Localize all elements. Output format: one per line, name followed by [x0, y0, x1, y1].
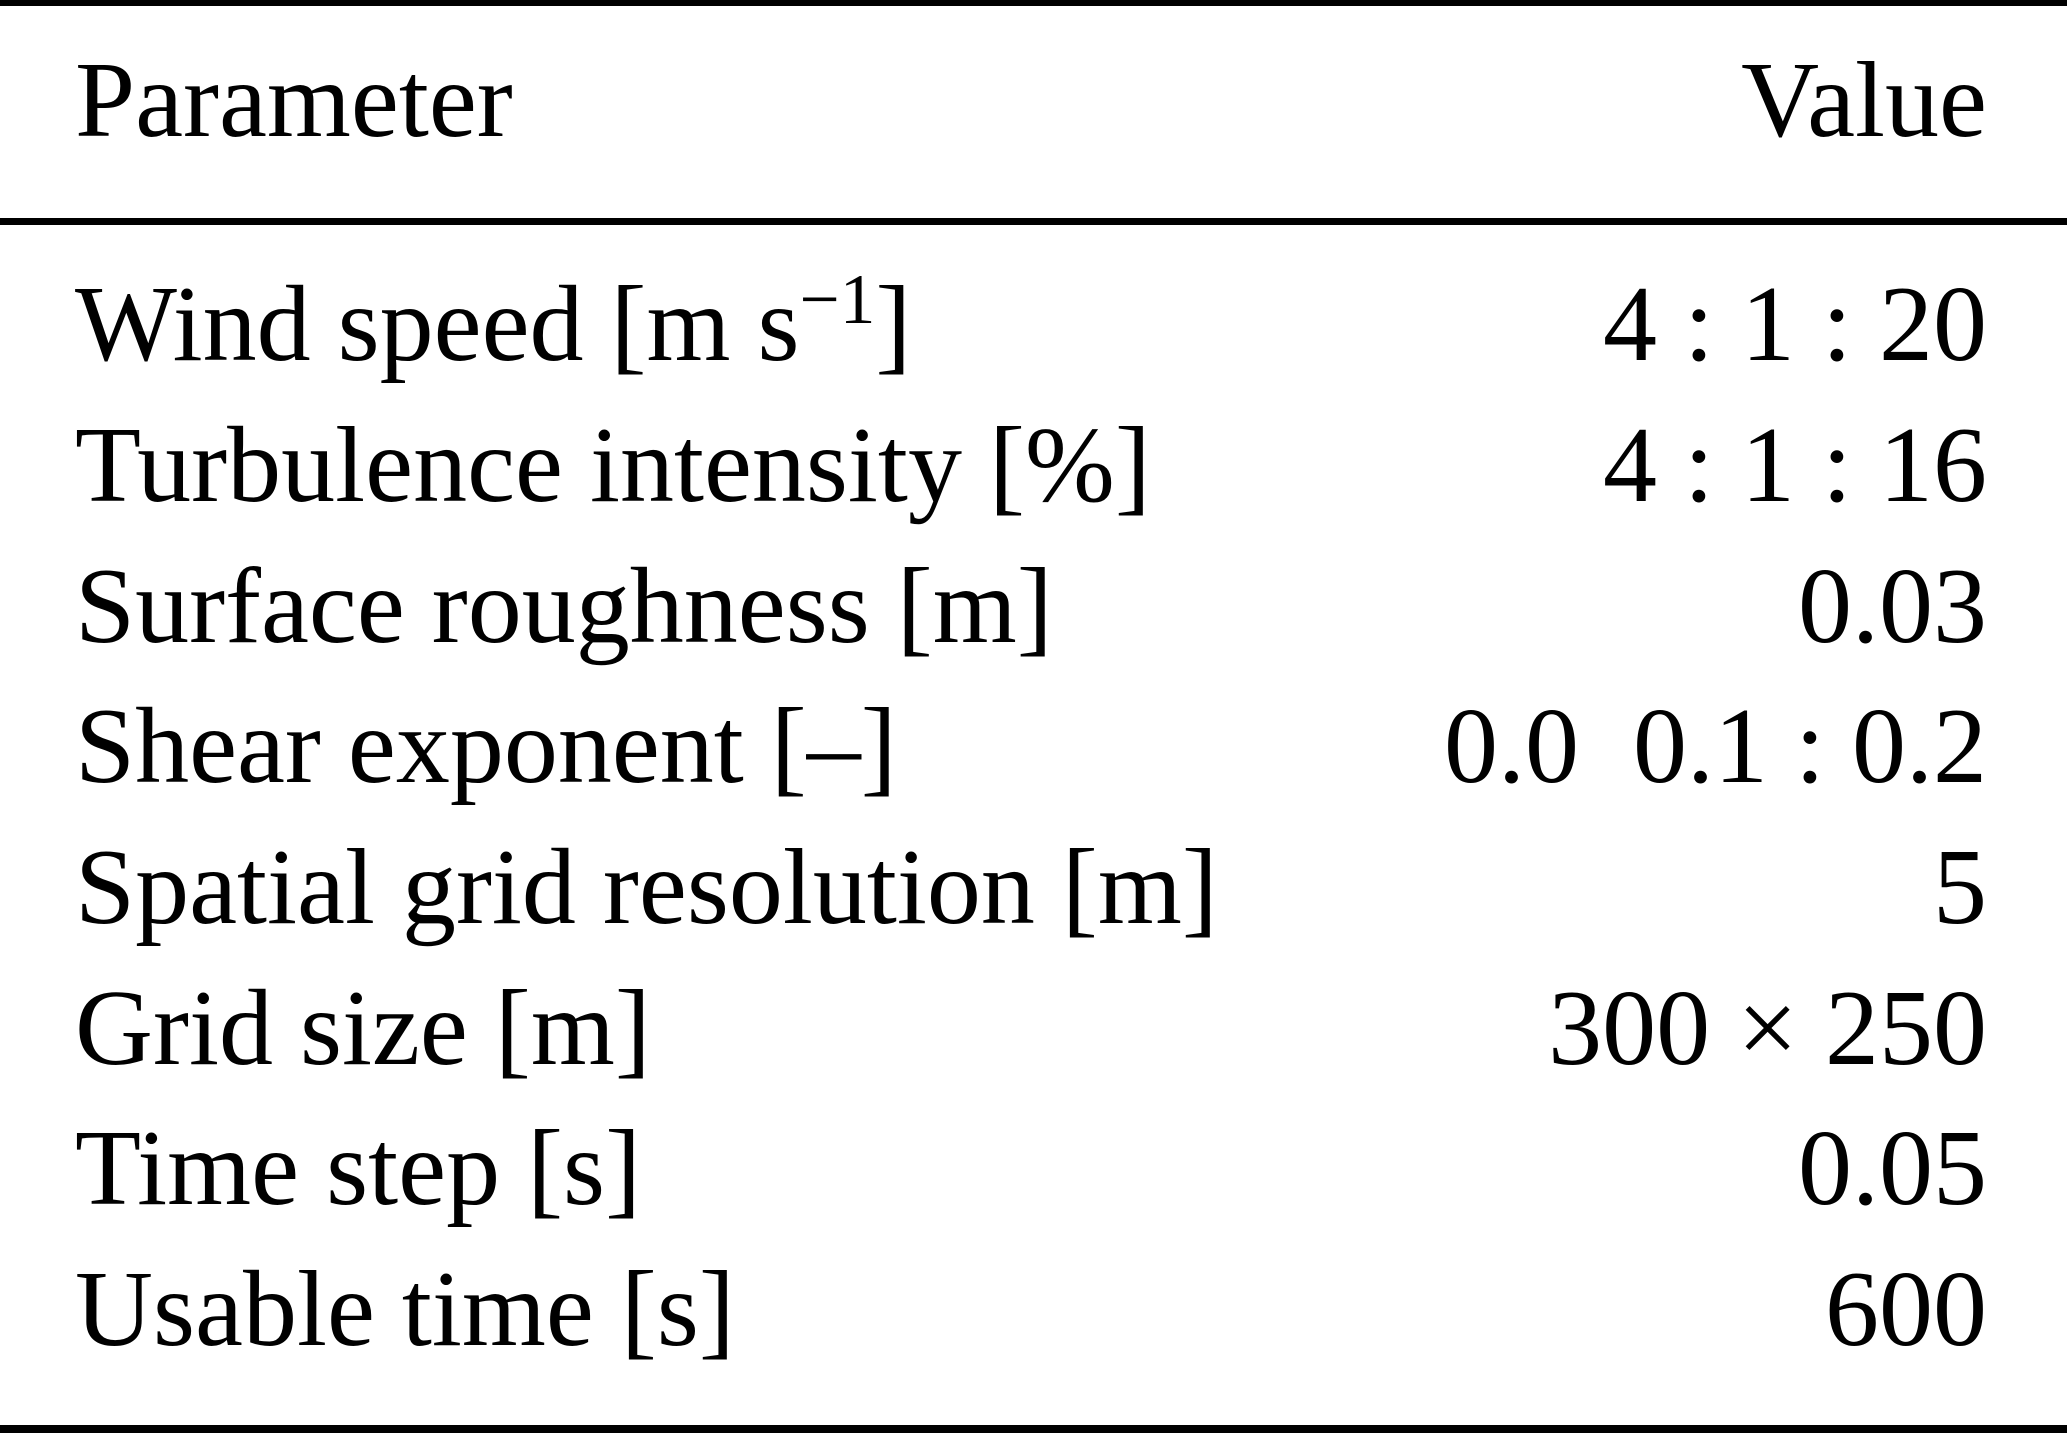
param-text: Usable time [s] [75, 1250, 735, 1370]
param-text: Surface roughness [m] [75, 546, 1053, 666]
param-text: Spatial grid resolution [m] [75, 828, 1218, 948]
table-row-wind-speed: Wind speed [m s−1] 4 : 1 : 20 [75, 255, 1987, 396]
param-text: Wind speed [m s [75, 265, 800, 385]
param-cell: Grid size [m] [75, 967, 651, 1091]
table-row-surface-roughness: Surface roughness [m] 0.03 [75, 536, 1987, 677]
top-rule [0, 0, 2067, 6]
param-cell: Usable time [s] [75, 1248, 735, 1372]
header-divider-rule [0, 218, 2067, 225]
table-body: Wind speed [m s−1] 4 : 1 : 20 Turbulence… [75, 255, 1987, 1381]
table-row-turbulence-intensity: Turbulence intensity [%] 4 : 1 : 16 [75, 396, 1987, 537]
table-row-time-step: Time step [s] 0.05 [75, 1099, 1987, 1240]
param-superscript: −1 [799, 260, 876, 340]
param-cell: Spatial grid resolution [m] [75, 826, 1218, 950]
param-text: Turbulence intensity [%] [75, 406, 1151, 526]
table-row-grid-size: Grid size [m] 300 × 250 [75, 958, 1987, 1099]
table-row-shear-exponent: Shear exponent [–] 0.0 0.1 : 0.2 [75, 677, 1987, 818]
param-cell: Time step [s] [75, 1107, 641, 1231]
bottom-rule [0, 1425, 2067, 1433]
value-cell: 600 [1825, 1250, 1987, 1370]
table-header-row: Parameter Value [75, 36, 1987, 166]
value-cell: 0.0 0.1 : 0.2 [1443, 687, 1987, 807]
value-cell: 5 [1933, 828, 1987, 948]
param-cell: Wind speed [m s−1] [75, 263, 911, 387]
param-text: Grid size [m] [75, 968, 651, 1088]
param-cell: Shear exponent [–] [75, 685, 897, 809]
value-cell: 300 × 250 [1548, 968, 1987, 1088]
param-cell: Turbulence intensity [%] [75, 404, 1151, 528]
value-cell: 4 : 1 : 20 [1602, 265, 1987, 385]
value-cell: 4 : 1 : 16 [1602, 406, 1987, 526]
column-header-value: Value [1741, 41, 1987, 160]
value-cell: 0.05 [1798, 1109, 1987, 1229]
param-text-end: ] [875, 265, 912, 385]
column-header-parameter: Parameter [75, 41, 513, 160]
value-cell: 0.03 [1798, 546, 1987, 666]
table-row-usable-time: Usable time [s] 600 [75, 1240, 1987, 1381]
table-row-spatial-grid-resolution: Spatial grid resolution [m] 5 [75, 818, 1987, 959]
param-cell: Surface roughness [m] [75, 545, 1053, 669]
param-text: Shear exponent [–] [75, 687, 897, 807]
param-text: Time step [s] [75, 1109, 642, 1229]
